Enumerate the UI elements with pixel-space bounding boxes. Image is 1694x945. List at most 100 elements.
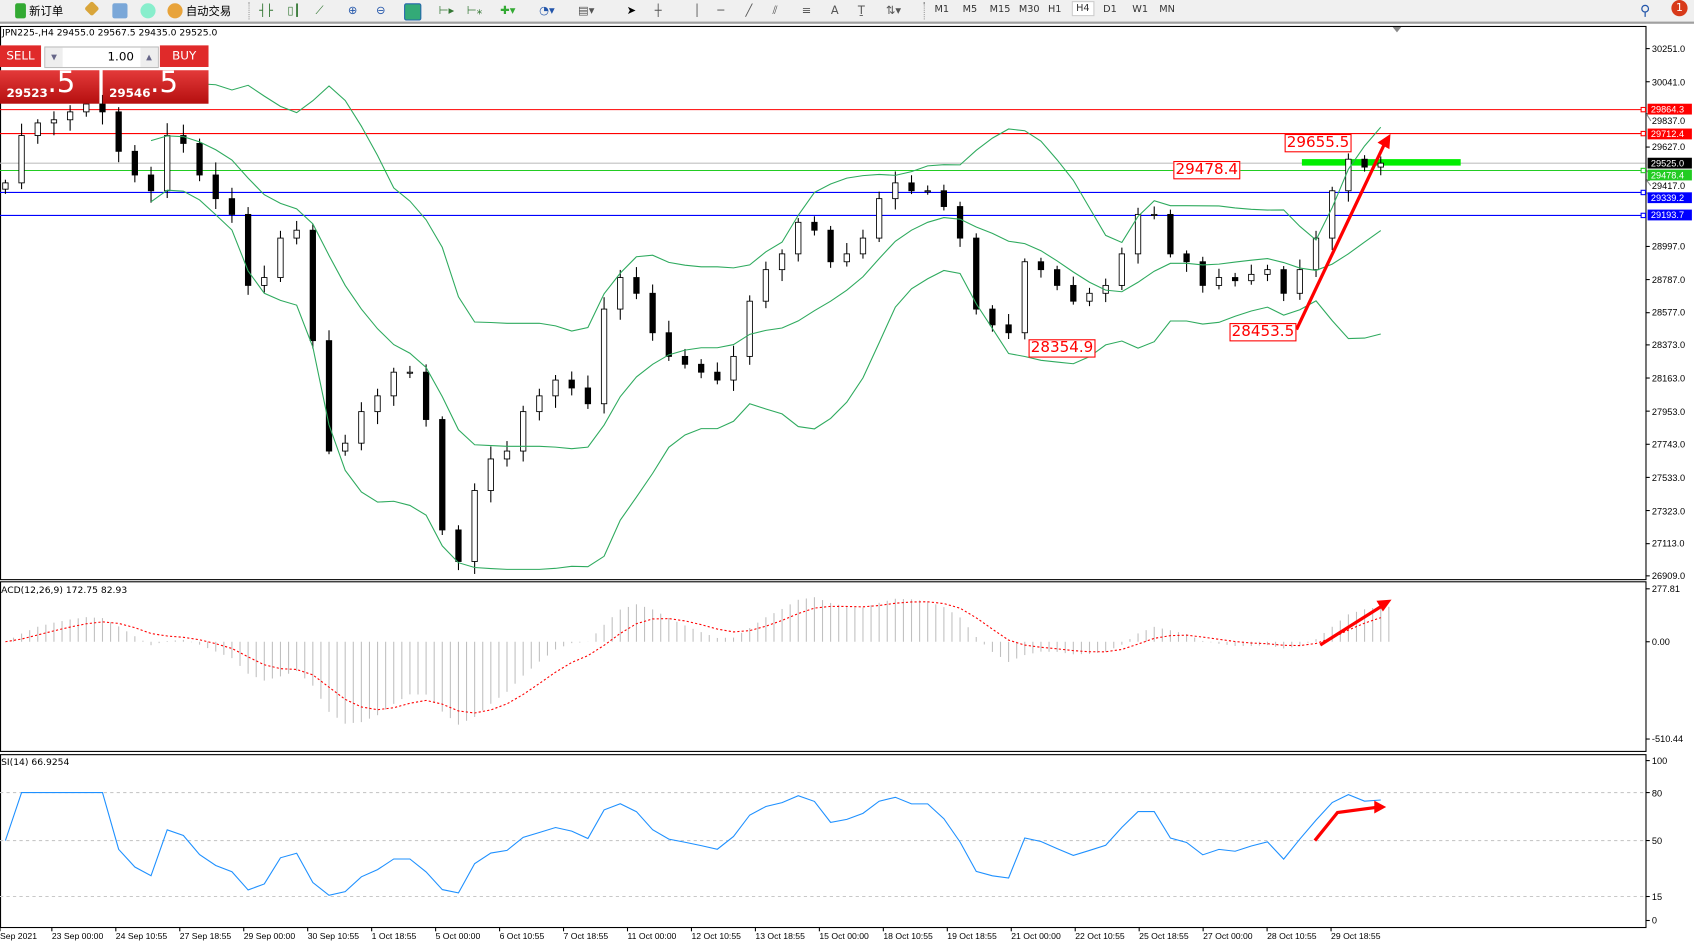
time-axis-label: 30 Sep 10:55 xyxy=(307,931,360,942)
candle xyxy=(164,135,171,192)
navigator-icon[interactable] xyxy=(140,3,156,19)
time-axis-label: 27 Sep 18:55 xyxy=(179,931,232,942)
trendline-icon[interactable]: ╱ xyxy=(745,4,753,18)
candle xyxy=(1199,261,1206,286)
candle xyxy=(228,198,236,215)
time-axis-label: 27 Oct 00:00 xyxy=(1203,931,1253,942)
auto-trade-button[interactable]: 自动交易 xyxy=(167,2,231,19)
timeframe-h4[interactable]: H4 xyxy=(1071,1,1094,17)
toolbar: 新订单 自动交易 ┤├ ▯┃ ⟋ ⊕ ⊖ ⊢▸ ⊢⁎ ✚▾ ◔▾ ▤▾ ➤ ┼ … xyxy=(0,0,1694,24)
timeframe-d1[interactable]: D1 xyxy=(1103,4,1117,16)
lot-increase-icon[interactable]: ▲ xyxy=(140,47,158,67)
timeframe-mn[interactable]: MN xyxy=(1159,4,1175,16)
rsi-arrow-head xyxy=(1374,800,1387,814)
candlestick-icon[interactable]: ▯┃ xyxy=(287,4,301,18)
crosshair-icon[interactable]: ┼ xyxy=(654,4,662,18)
sell-button[interactable]: SELL xyxy=(0,45,42,67)
price-axis-label: 29417.0 xyxy=(1651,180,1686,192)
candle xyxy=(1021,261,1028,334)
templates-icon[interactable]: ▤▾ xyxy=(578,4,595,18)
cursor-icon[interactable]: ➤ xyxy=(626,4,637,18)
candle xyxy=(358,411,365,444)
price-annotation[interactable]: 28453.5 xyxy=(1229,323,1297,342)
tile-windows-icon[interactable] xyxy=(404,3,422,21)
buy-price-button[interactable]: 29546.5 xyxy=(102,66,209,104)
equidistant-channel-icon[interactable]: ⫽ xyxy=(772,3,778,17)
vertical-line-icon[interactable]: │ xyxy=(693,4,701,18)
level-handle xyxy=(1640,212,1646,219)
time-axis-label: 23 Sep 00:00 xyxy=(51,931,104,942)
timeframe-h1[interactable]: H1 xyxy=(1047,4,1062,16)
timeframe-m1[interactable]: M1 xyxy=(934,4,950,16)
sell-price-button[interactable]: 29523.5 xyxy=(0,66,100,104)
timeframe-w1[interactable]: W1 xyxy=(1132,4,1149,16)
level-price-tag: 29712.4 xyxy=(1647,128,1692,139)
horizontal-line-icon[interactable]: ─ xyxy=(717,4,725,18)
candle xyxy=(600,308,608,405)
rsi-axis-label: 80 xyxy=(1651,787,1663,798)
zoom-out-icon[interactable]: ⊖ xyxy=(375,4,386,18)
rsi-axis-label: 15 xyxy=(1651,891,1663,902)
candle xyxy=(1183,253,1190,263)
line-chart-icon[interactable]: ⟋ xyxy=(315,3,324,17)
fibonacci-icon[interactable]: ≡ xyxy=(801,4,812,18)
candle xyxy=(520,411,527,452)
autoscroll-icon[interactable]: ⊢⁎ xyxy=(466,4,483,18)
lot-size-input[interactable]: ▼ 1.00 ▲ xyxy=(44,46,159,69)
macd-pane xyxy=(0,581,1647,752)
candle xyxy=(665,332,672,357)
chart-shift-icon[interactable]: ⊢▸ xyxy=(438,4,455,18)
candle xyxy=(1037,261,1045,271)
search-icon[interactable]: ⚲ xyxy=(1640,2,1651,19)
time-axis-label: 11 Oct 00:00 xyxy=(627,931,677,942)
candle xyxy=(1054,269,1061,286)
candle xyxy=(584,387,592,405)
candle xyxy=(940,190,948,207)
candle xyxy=(180,135,187,144)
bar-chart-icon[interactable]: ┤├ xyxy=(259,4,273,18)
price-axis-label: 28787.0 xyxy=(1651,274,1686,285)
time-axis-label: 25 Oct 18:55 xyxy=(1139,931,1189,942)
candle xyxy=(131,150,138,176)
candle xyxy=(503,450,511,460)
macd-histogram xyxy=(12,597,1390,725)
level-price-tag: 29478.4 xyxy=(1647,169,1692,180)
zoom-in-icon[interactable]: ⊕ xyxy=(347,4,358,18)
new-order-button[interactable]: 新订单 xyxy=(15,2,63,19)
lot-decrease-icon[interactable]: ▼ xyxy=(45,47,63,67)
price-annotation[interactable]: 29478.4 xyxy=(1173,160,1241,180)
price-annotation[interactable]: 29655.5 xyxy=(1284,133,1352,153)
timeframe-m30[interactable]: M30 xyxy=(1018,4,1040,16)
notification-badge[interactable]: 1 xyxy=(1671,0,1688,17)
candle xyxy=(471,490,478,562)
arrows-icon[interactable]: ⇅▾ xyxy=(885,4,902,18)
price-annotation[interactable]: 28354.9 xyxy=(1028,339,1096,358)
price-axis-label: 27323.0 xyxy=(1651,505,1686,516)
data-window-icon[interactable] xyxy=(112,3,128,19)
candle xyxy=(374,395,381,413)
time-axis-label: 5 Oct 00:00 xyxy=(435,931,481,942)
timeframe-m15[interactable]: M15 xyxy=(989,4,1011,16)
axis-label-leader xyxy=(1646,179,1652,187)
candle xyxy=(487,458,494,491)
time-axis-label: 21 Oct 00:00 xyxy=(1011,931,1061,942)
macd-signal-line xyxy=(5,601,1381,714)
candle xyxy=(2,182,9,190)
buy-button[interactable]: BUY xyxy=(159,45,209,67)
indicators-icon[interactable]: ✚▾ xyxy=(500,4,516,18)
text-label-icon[interactable]: Ṯ xyxy=(857,4,865,18)
periods-icon[interactable]: ◔▾ xyxy=(539,4,555,18)
timeframe-m5[interactable]: M5 xyxy=(962,4,978,16)
text-icon[interactable]: A xyxy=(830,4,839,18)
candle xyxy=(811,221,818,231)
candle xyxy=(876,198,883,239)
candle xyxy=(924,190,931,193)
candle xyxy=(1329,190,1336,239)
candle xyxy=(1296,269,1303,294)
time-axis-label: 19 Oct 18:55 xyxy=(947,931,997,942)
time-axis-label: 29 Oct 18:55 xyxy=(1331,931,1381,942)
candle xyxy=(293,229,300,239)
candle xyxy=(714,371,721,381)
candle xyxy=(633,277,640,294)
